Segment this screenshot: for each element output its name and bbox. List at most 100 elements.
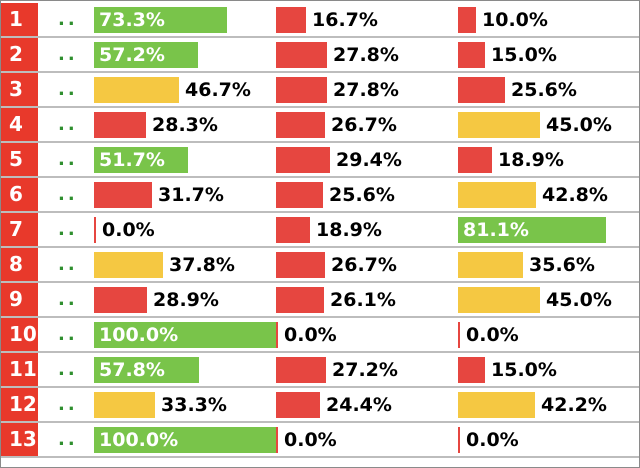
percent-value: 73.3% bbox=[99, 9, 165, 31]
percent-value: 10.0% bbox=[482, 9, 548, 31]
percent-bar bbox=[94, 217, 96, 243]
table-row[interactable]: 12.. 33.3% 24.4% 42.2% bbox=[1, 388, 639, 423]
percent-value: 16.7% bbox=[312, 9, 378, 31]
percent-bar bbox=[276, 392, 320, 418]
percent-bar bbox=[458, 427, 460, 453]
percent-value: 57.2% bbox=[99, 44, 165, 66]
percent-value: 0.0% bbox=[284, 324, 337, 346]
percent-bar bbox=[276, 287, 324, 313]
row-number: 3 bbox=[1, 73, 38, 106]
percent-value: 18.9% bbox=[316, 219, 382, 241]
table-row[interactable]: 6.. 31.7% 25.6% 42.8% bbox=[1, 178, 639, 213]
percent-bar bbox=[276, 147, 330, 173]
percent-bar bbox=[94, 322, 276, 348]
row-number: 9 bbox=[1, 283, 38, 316]
percent-value: 27.8% bbox=[333, 44, 399, 66]
row-dots: .. bbox=[58, 394, 78, 415]
percent-bar bbox=[276, 357, 326, 383]
percent-value: 0.0% bbox=[284, 429, 337, 451]
table-row[interactable]: 3.. 46.7% 27.8% 25.6% bbox=[1, 73, 639, 108]
percent-value: 0.0% bbox=[466, 429, 519, 451]
row-dots: .. bbox=[58, 79, 78, 100]
row-number: 6 bbox=[1, 178, 38, 211]
row-dots: .. bbox=[58, 184, 78, 205]
table-row[interactable]: 5.. 51.7% 29.4% 18.9% bbox=[1, 143, 639, 178]
percent-bar bbox=[94, 392, 155, 418]
percent-value: 25.6% bbox=[329, 184, 395, 206]
table-row[interactable]: 2.. 57.2% 27.8% 15.0% bbox=[1, 38, 639, 73]
row-dots: .. bbox=[58, 149, 78, 170]
table-row[interactable]: 11.. 57.8% 27.2% 15.0% bbox=[1, 353, 639, 388]
percent-value: 25.6% bbox=[511, 79, 577, 101]
percent-value: 42.8% bbox=[542, 184, 608, 206]
percent-bar bbox=[458, 112, 540, 138]
percent-bar bbox=[276, 182, 323, 208]
percent-bar bbox=[276, 77, 327, 103]
percent-bar bbox=[94, 147, 188, 173]
percent-bar bbox=[94, 427, 276, 453]
percent-bar bbox=[94, 252, 163, 278]
row-dots: .. bbox=[58, 359, 78, 380]
percent-bar bbox=[94, 357, 199, 383]
row-number: 4 bbox=[1, 108, 38, 141]
percent-bar bbox=[276, 42, 327, 68]
percent-bar bbox=[276, 252, 325, 278]
percent-bar bbox=[276, 217, 310, 243]
percent-bar bbox=[458, 287, 540, 313]
percent-value: 45.0% bbox=[546, 289, 612, 311]
row-number: 8 bbox=[1, 248, 38, 281]
percent-bar bbox=[458, 147, 492, 173]
row-dots: .. bbox=[58, 429, 78, 450]
percent-value: 18.9% bbox=[498, 149, 564, 171]
percent-value: 15.0% bbox=[491, 44, 557, 66]
percent-value: 37.8% bbox=[169, 254, 235, 276]
percent-bar bbox=[94, 42, 198, 68]
percent-value: 0.0% bbox=[102, 219, 155, 241]
percent-value: 46.7% bbox=[185, 79, 251, 101]
table-row[interactable]: 1.. 73.3% 16.7% 10.0% bbox=[1, 3, 639, 38]
percent-value: 51.7% bbox=[99, 149, 165, 171]
percent-bar bbox=[458, 182, 536, 208]
percent-bar bbox=[94, 182, 152, 208]
percent-value: 35.6% bbox=[529, 254, 595, 276]
percent-value: 100.0% bbox=[99, 429, 179, 451]
row-dots: .. bbox=[58, 289, 78, 310]
percent-value: 45.0% bbox=[546, 114, 612, 136]
table-row[interactable]: 7.. 0.0% 18.9% 81.1% bbox=[1, 213, 639, 248]
row-dots: .. bbox=[58, 219, 78, 240]
percent-bar bbox=[94, 7, 227, 33]
percent-bar bbox=[458, 357, 485, 383]
percent-bar bbox=[276, 427, 278, 453]
percent-bar bbox=[458, 7, 476, 33]
percent-value: 26.7% bbox=[331, 114, 397, 136]
row-number: 2 bbox=[1, 38, 38, 71]
percent-value: 26.1% bbox=[330, 289, 396, 311]
table-row[interactable]: 8.. 37.8% 26.7% 35.6% bbox=[1, 248, 639, 283]
row-number: 5 bbox=[1, 143, 38, 176]
percent-bar bbox=[94, 77, 179, 103]
percent-bar bbox=[458, 217, 606, 243]
table-row[interactable]: 9.. 28.9% 26.1% 45.0% bbox=[1, 283, 639, 318]
percent-value: 29.4% bbox=[336, 149, 402, 171]
percent-bar bbox=[458, 77, 505, 103]
percent-bar bbox=[458, 42, 485, 68]
percent-value: 33.3% bbox=[161, 394, 227, 416]
row-dots: .. bbox=[58, 324, 78, 345]
percent-value: 28.9% bbox=[153, 289, 219, 311]
percent-bar bbox=[94, 287, 147, 313]
percent-bar bbox=[276, 112, 325, 138]
table-row[interactable]: 4.. 28.3% 26.7% 45.0% bbox=[1, 108, 639, 143]
row-number: 1 bbox=[1, 3, 38, 36]
percent-bar bbox=[276, 322, 278, 348]
row-number: 11 bbox=[1, 353, 38, 386]
table-row[interactable]: 10.. 100.0% 0.0% 0.0% bbox=[1, 318, 639, 353]
percent-value: 27.8% bbox=[333, 79, 399, 101]
row-number: 7 bbox=[1, 213, 38, 246]
row-dots: .. bbox=[58, 9, 78, 30]
percent-value: 57.8% bbox=[99, 359, 165, 381]
percent-value: 24.4% bbox=[326, 394, 392, 416]
percent-bar bbox=[458, 252, 523, 278]
percent-value: 0.0% bbox=[466, 324, 519, 346]
table-row[interactable]: 13.. 100.0% 0.0% 0.0% bbox=[1, 423, 639, 458]
